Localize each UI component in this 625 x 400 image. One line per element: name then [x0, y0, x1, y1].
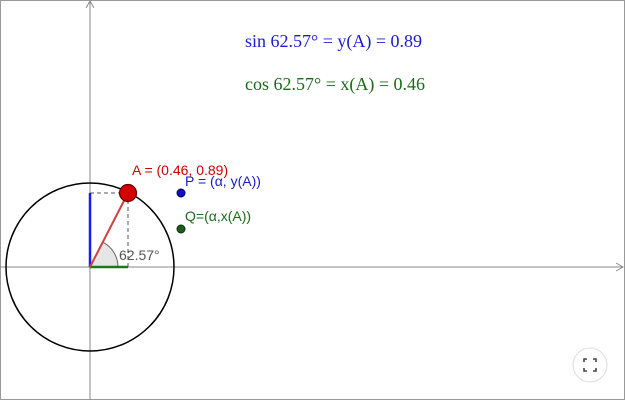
y-axis-arrow: [85, 0, 95, 9]
fullscreen-icon[interactable]: [583, 358, 597, 372]
point-a-label: A = (0.46, 0.89): [132, 162, 228, 178]
fullscreen-button[interactable]: [572, 347, 608, 383]
point-p-label: P = (α, y(A)): [185, 173, 261, 189]
radius-segment: [89, 192, 129, 268]
angle-label: 62.57°: [119, 247, 160, 263]
sin-formula: sin 62.57° = y(A) = 0.89: [245, 31, 422, 52]
point-p[interactable]: [176, 188, 186, 198]
cos-formula: cos 62.57° = x(A) = 0.46: [245, 74, 425, 95]
point-q-label: Q=(α,x(A)): [185, 208, 251, 224]
fullscreen-button-bg[interactable]: [572, 347, 608, 383]
point-a[interactable]: [118, 183, 138, 203]
unit-circle: [5, 182, 175, 352]
point-q[interactable]: [176, 224, 186, 234]
x-axis-arrow: [615, 262, 625, 272]
